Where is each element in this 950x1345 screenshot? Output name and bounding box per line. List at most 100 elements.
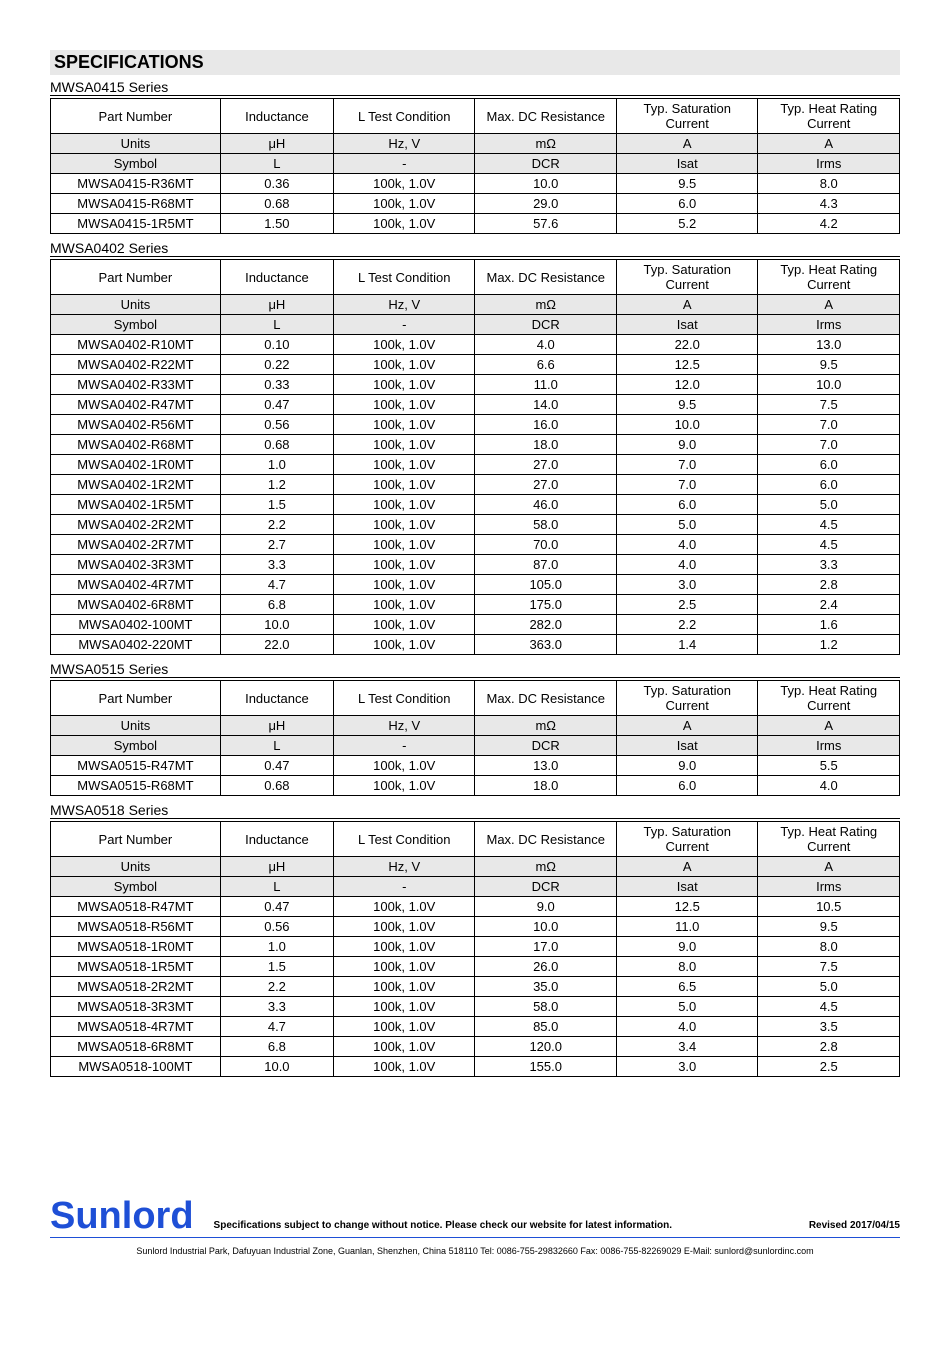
table-cell: 100k, 1.0V	[333, 435, 475, 455]
table-cell: 5.0	[758, 977, 900, 997]
units-cell: A	[616, 295, 758, 315]
table-row: MWSA0402-2R2MT2.2100k, 1.0V58.05.04.5	[51, 515, 900, 535]
table-cell: MWSA0402-2R2MT	[51, 515, 221, 535]
table-cell: MWSA0402-R56MT	[51, 415, 221, 435]
table-cell: 100k, 1.0V	[333, 495, 475, 515]
symbol-cell: Irms	[758, 877, 900, 897]
column-header: Part Number	[51, 681, 221, 716]
table-cell: 100k, 1.0V	[333, 575, 475, 595]
table-cell: 0.68	[220, 194, 333, 214]
table-cell: MWSA0518-1R0MT	[51, 937, 221, 957]
table-cell: 2.7	[220, 535, 333, 555]
table-row: MWSA0518-6R8MT6.8100k, 1.0V120.03.42.8	[51, 1037, 900, 1057]
table-row: MWSA0518-3R3MT3.3100k, 1.0V58.05.04.5	[51, 997, 900, 1017]
table-cell: 3.5	[758, 1017, 900, 1037]
table-cell: 1.4	[616, 635, 758, 655]
table-row: MWSA0518-100MT10.0100k, 1.0V155.03.02.5	[51, 1057, 900, 1077]
table-row: MWSA0402-R47MT0.47100k, 1.0V14.09.57.5	[51, 395, 900, 415]
units-cell: mΩ	[475, 295, 617, 315]
column-header: Typ. Saturation Current	[616, 260, 758, 295]
table-cell: 0.68	[220, 776, 333, 796]
spec-table: Part NumberInductanceL Test ConditionMax…	[50, 821, 900, 1077]
table-cell: 1.2	[220, 475, 333, 495]
table-row: MWSA0415-1R5MT1.50100k, 1.0V57.65.24.2	[51, 214, 900, 234]
table-cell: 4.7	[220, 1017, 333, 1037]
units-cell: A	[758, 134, 900, 154]
column-header: Max. DC Resistance	[475, 681, 617, 716]
table-row: MWSA0402-R56MT0.56100k, 1.0V16.010.07.0	[51, 415, 900, 435]
table-row: MWSA0518-4R7MT4.7100k, 1.0V85.04.03.5	[51, 1017, 900, 1037]
table-cell: MWSA0518-R56MT	[51, 917, 221, 937]
footer: Sunlord Specifications subject to change…	[50, 1197, 900, 1256]
column-header: Part Number	[51, 99, 221, 134]
table-cell: 35.0	[475, 977, 617, 997]
table-cell: 5.0	[758, 495, 900, 515]
table-cell: 10.0	[220, 1057, 333, 1077]
table-cell: 1.5	[220, 957, 333, 977]
table-cell: 10.0	[616, 415, 758, 435]
units-cell: Hz, V	[333, 857, 475, 877]
table-cell: 11.0	[616, 917, 758, 937]
table-row: MWSA0518-2R2MT2.2100k, 1.0V35.06.55.0	[51, 977, 900, 997]
table-cell: 0.36	[220, 174, 333, 194]
column-header: Part Number	[51, 822, 221, 857]
units-cell: A	[616, 716, 758, 736]
units-cell: A	[616, 134, 758, 154]
column-header: Inductance	[220, 260, 333, 295]
table-cell: 5.0	[616, 515, 758, 535]
symbol-cell: L	[220, 877, 333, 897]
table-row: MWSA0402-2R7MT2.7100k, 1.0V70.04.04.5	[51, 535, 900, 555]
table-cell: 26.0	[475, 957, 617, 977]
table-cell: MWSA0515-R68MT	[51, 776, 221, 796]
table-row: MWSA0402-1R5MT1.5100k, 1.0V46.06.05.0	[51, 495, 900, 515]
table-cell: 1.6	[758, 615, 900, 635]
table-cell: MWSA0402-100MT	[51, 615, 221, 635]
table-cell: MWSA0518-1R5MT	[51, 957, 221, 977]
table-cell: 100k, 1.0V	[333, 535, 475, 555]
table-cell: MWSA0402-2R7MT	[51, 535, 221, 555]
table-cell: 100k, 1.0V	[333, 1037, 475, 1057]
table-row: MWSA0515-R47MT0.47100k, 1.0V13.09.05.5	[51, 756, 900, 776]
table-row: MWSA0518-1R0MT1.0100k, 1.0V17.09.08.0	[51, 937, 900, 957]
units-cell: A	[758, 295, 900, 315]
table-cell: MWSA0415-1R5MT	[51, 214, 221, 234]
table-cell: MWSA0402-3R3MT	[51, 555, 221, 575]
table-row: MWSA0402-1R0MT1.0100k, 1.0V27.07.06.0	[51, 455, 900, 475]
table-cell: 4.5	[758, 535, 900, 555]
units-cell: Hz, V	[333, 295, 475, 315]
table-cell: MWSA0402-6R8MT	[51, 595, 221, 615]
table-cell: 100k, 1.0V	[333, 415, 475, 435]
column-header: Typ. Saturation Current	[616, 99, 758, 134]
table-cell: 100k, 1.0V	[333, 1017, 475, 1037]
table-cell: 100k, 1.0V	[333, 997, 475, 1017]
table-cell: 2.2	[220, 515, 333, 535]
table-cell: 3.0	[616, 575, 758, 595]
table-cell: 3.0	[616, 1057, 758, 1077]
symbol-cell: L	[220, 154, 333, 174]
symbol-cell: DCR	[475, 315, 617, 335]
symbol-cell: DCR	[475, 736, 617, 756]
table-cell: 175.0	[475, 595, 617, 615]
table-cell: 18.0	[475, 776, 617, 796]
symbol-cell: Isat	[616, 736, 758, 756]
table-cell: 6.0	[616, 776, 758, 796]
table-cell: MWSA0518-4R7MT	[51, 1017, 221, 1037]
table-cell: 4.3	[758, 194, 900, 214]
column-header: Max. DC Resistance	[475, 260, 617, 295]
specifications-heading: SPECIFICATIONS	[50, 50, 900, 75]
table-cell: MWSA0402-4R7MT	[51, 575, 221, 595]
table-cell: 100k, 1.0V	[333, 1057, 475, 1077]
table-cell: 85.0	[475, 1017, 617, 1037]
table-cell: 100k, 1.0V	[333, 194, 475, 214]
column-header: Typ. Saturation Current	[616, 681, 758, 716]
table-row: MWSA0402-1R2MT1.2100k, 1.0V27.07.06.0	[51, 475, 900, 495]
column-header: Typ. Heat Rating Current	[758, 822, 900, 857]
table-cell: 100k, 1.0V	[333, 555, 475, 575]
table-cell: 5.2	[616, 214, 758, 234]
series-label: MWSA0515 Series	[50, 661, 900, 678]
table-cell: 22.0	[616, 335, 758, 355]
symbol-cell: -	[333, 877, 475, 897]
table-cell: MWSA0402-1R0MT	[51, 455, 221, 475]
symbol-cell: Isat	[616, 315, 758, 335]
symbol-cell: DCR	[475, 877, 617, 897]
